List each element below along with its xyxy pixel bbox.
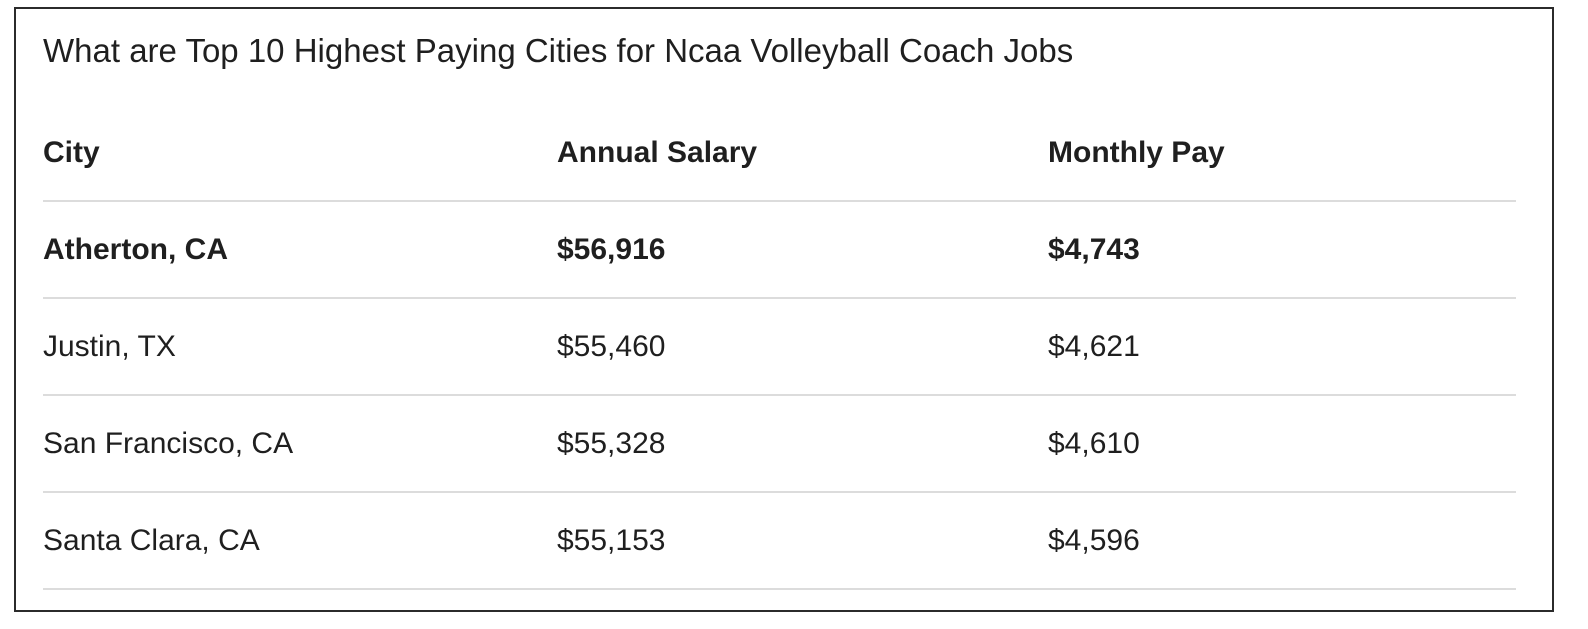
annual-salary-cell: $56,916 bbox=[557, 233, 666, 266]
table-row: Santa Clara, CA $55,153 $4,596 bbox=[43, 493, 1516, 590]
monthly-pay-cell: $4,596 bbox=[1048, 524, 1140, 557]
monthly-pay-cell: $4,621 bbox=[1048, 330, 1140, 363]
salary-table: City Annual Salary Monthly Pay Atherton,… bbox=[43, 105, 1516, 590]
city-cell: Santa Clara, CA bbox=[43, 524, 260, 557]
header-annual-salary: Annual Salary bbox=[557, 136, 758, 169]
table-header-row: City Annual Salary Monthly Pay bbox=[43, 105, 1516, 202]
city-cell: Justin, TX bbox=[43, 330, 176, 363]
salary-card: What are Top 10 Highest Paying Cities fo… bbox=[14, 7, 1554, 612]
annual-salary-cell: $55,153 bbox=[557, 524, 666, 557]
monthly-pay-cell: $4,610 bbox=[1048, 427, 1140, 460]
annual-salary-cell: $55,460 bbox=[557, 330, 666, 363]
monthly-pay-cell: $4,743 bbox=[1048, 233, 1140, 266]
table-row: Atherton, CA $56,916 $4,743 bbox=[43, 202, 1516, 299]
table-row: Justin, TX $55,460 $4,621 bbox=[43, 299, 1516, 396]
table-row: San Francisco, CA $55,328 $4,610 bbox=[43, 396, 1516, 493]
city-cell: Atherton, CA bbox=[43, 233, 228, 266]
header-monthly-pay: Monthly Pay bbox=[1048, 136, 1225, 169]
table-title: What are Top 10 Highest Paying Cities fo… bbox=[43, 32, 1074, 69]
header-city: City bbox=[43, 136, 100, 169]
city-cell: San Francisco, CA bbox=[43, 427, 294, 460]
annual-salary-cell: $55,328 bbox=[557, 427, 666, 460]
